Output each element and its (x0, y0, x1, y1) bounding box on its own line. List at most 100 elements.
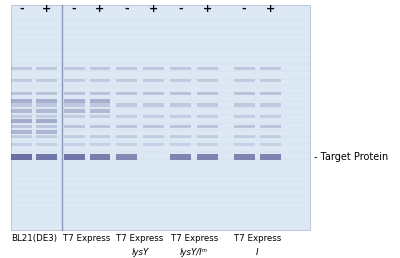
Bar (11, 99, 32, 103)
Bar (64, 79, 84, 83)
Bar (90, 92, 110, 95)
Bar (197, 67, 218, 70)
Bar (170, 79, 191, 83)
Bar (170, 125, 191, 128)
Bar (234, 103, 254, 107)
Bar (36, 99, 57, 103)
Bar (197, 103, 218, 107)
Bar (36, 109, 57, 113)
Bar (116, 103, 137, 107)
Bar (11, 5, 310, 230)
Bar (143, 125, 164, 128)
Bar (260, 103, 281, 107)
Bar (197, 125, 218, 128)
Bar (11, 67, 32, 70)
Bar (143, 79, 164, 83)
Bar (90, 154, 110, 160)
Bar (170, 103, 191, 107)
Bar (170, 67, 191, 70)
Bar (116, 115, 137, 118)
Bar (143, 115, 164, 118)
Bar (260, 135, 281, 138)
Bar (170, 115, 191, 118)
Bar (11, 143, 32, 146)
Bar (90, 99, 110, 103)
Bar (170, 92, 191, 95)
Text: T7 Express: T7 Express (234, 234, 281, 243)
Text: lysY/Iᵐ: lysY/Iᵐ (180, 248, 208, 257)
Text: +: + (203, 4, 212, 14)
Bar (90, 109, 110, 113)
Bar (260, 143, 281, 146)
Bar (36, 154, 57, 160)
Text: -: - (178, 4, 183, 14)
Bar (170, 135, 191, 138)
Bar (143, 67, 164, 70)
Bar (197, 92, 218, 95)
Bar (11, 125, 32, 128)
Bar (197, 79, 218, 83)
Bar (64, 92, 84, 95)
Bar (260, 125, 281, 128)
Bar (260, 67, 281, 70)
Bar (64, 125, 84, 128)
Text: +: + (42, 4, 51, 14)
Bar (197, 135, 218, 138)
Bar (116, 135, 137, 138)
Text: +: + (266, 4, 275, 14)
Bar (116, 154, 137, 160)
Bar (11, 79, 32, 83)
Bar (36, 130, 57, 134)
Bar (90, 143, 110, 146)
Text: -: - (242, 4, 246, 14)
Bar (260, 92, 281, 95)
Bar (64, 103, 84, 107)
Bar (36, 143, 57, 146)
Bar (36, 79, 57, 83)
Bar (64, 135, 84, 138)
Bar (64, 143, 84, 146)
Bar (11, 109, 32, 113)
Bar (11, 130, 32, 134)
Bar (90, 135, 110, 138)
Bar (234, 125, 254, 128)
Bar (143, 143, 164, 146)
Text: -: - (124, 4, 129, 14)
Bar (64, 115, 84, 118)
Bar (197, 115, 218, 118)
Bar (64, 99, 84, 103)
Bar (36, 67, 57, 70)
Bar (260, 79, 281, 83)
Bar (116, 67, 137, 70)
Bar (234, 135, 254, 138)
Bar (116, 125, 137, 128)
Bar (11, 92, 32, 95)
Bar (11, 115, 32, 118)
Bar (170, 143, 191, 146)
Text: BL21(DE3): BL21(DE3) (11, 234, 57, 243)
Bar (116, 143, 137, 146)
Bar (11, 154, 32, 160)
Bar (64, 154, 84, 160)
Bar (143, 103, 164, 107)
Text: +: + (149, 4, 158, 14)
Text: I: I (256, 248, 258, 257)
Bar (90, 103, 110, 107)
Bar (234, 67, 254, 70)
Bar (11, 103, 32, 107)
Bar (36, 103, 57, 107)
Text: T7 Express: T7 Express (116, 234, 164, 243)
Bar (234, 92, 254, 95)
Bar (90, 67, 110, 70)
Bar (36, 135, 57, 138)
Text: lysY: lysY (132, 248, 149, 257)
Text: T7 Express: T7 Express (170, 234, 218, 243)
Bar (260, 154, 281, 160)
Bar (36, 125, 57, 128)
Bar (116, 92, 137, 95)
Bar (90, 79, 110, 83)
Text: - Target Protein: - Target Protein (314, 152, 388, 162)
Bar (36, 119, 57, 123)
Bar (116, 79, 137, 83)
Text: -: - (19, 4, 24, 14)
